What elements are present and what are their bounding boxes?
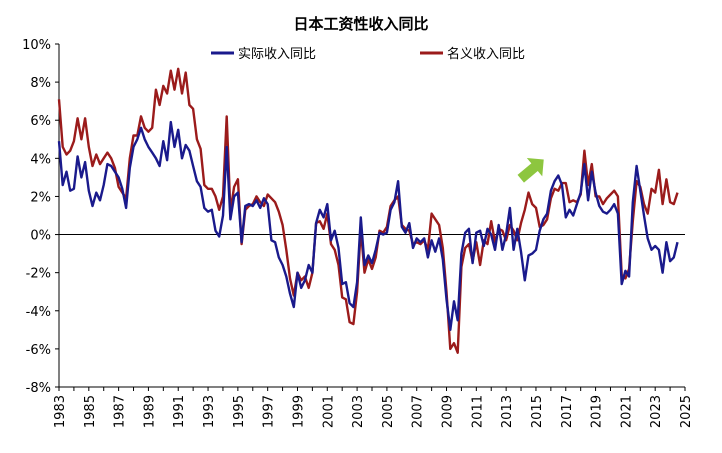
x-tick-label: 1993 [202,395,217,428]
chart-title: 日本工资性收入同比 [293,15,428,33]
legend: 实际收入同比 名义收入同比 [211,46,525,62]
x-tick-label: 2009 [441,395,456,428]
y-tick-label: 10% [22,38,51,53]
x-tick-label: 2017 [560,395,575,428]
up-arrow-shape [517,158,544,183]
x-tick-label: 1991 [172,395,187,428]
x-tick-label: 2007 [411,395,426,428]
x-tick-label: 2025 [679,395,694,428]
y-tick-label: 2% [30,190,51,205]
x-tick-label: 2005 [381,395,396,428]
y-tick-label: -8% [26,381,51,396]
x-tick-label: 1983 [53,395,68,428]
axes [58,44,685,388]
x-tick-label: 2013 [500,395,515,428]
y-axis-ticks: -8% -6% -4% -2% 0% 2% 4% 6% 8% 10% [22,38,59,396]
y-tick-label: -4% [26,305,51,320]
annotation-layer [517,158,544,183]
x-tick-label: 2003 [351,395,366,428]
x-tick-label: 1995 [232,395,247,428]
legend-label-real: 实际收入同比 [238,47,316,62]
x-tick-label: 2011 [470,395,485,428]
x-tick-label: 2023 [649,395,664,428]
y-tick-label: -2% [26,267,51,282]
x-tick-label: 2001 [321,395,336,428]
x-tick-label: 2021 [619,395,634,428]
legend-label-nominal: 名义收入同比 [447,46,525,62]
y-tick-label: 0% [30,229,51,244]
x-tick-label: 2015 [530,395,545,428]
series-line-real [57,120,679,331]
x-tick-label: 1985 [83,395,98,428]
x-tick-label: 1989 [142,395,157,428]
series-layer [57,67,679,354]
y-tick-label: -6% [26,343,51,358]
y-tick-label: 8% [30,76,51,91]
up-arrow-icon [517,158,544,183]
x-tick-label: 2019 [590,395,605,428]
series-line-nominal [57,67,679,354]
y-tick-label: 4% [30,152,51,167]
y-tick-label: 6% [30,114,51,129]
x-tick-label: 1999 [291,395,306,428]
x-tick-label: 1997 [262,395,277,428]
x-axis-ticks: 1983 1985 1987 1989 1991 1993 1995 1997 1999 2001… [53,387,694,428]
x-tick-label: 1987 [113,395,128,428]
